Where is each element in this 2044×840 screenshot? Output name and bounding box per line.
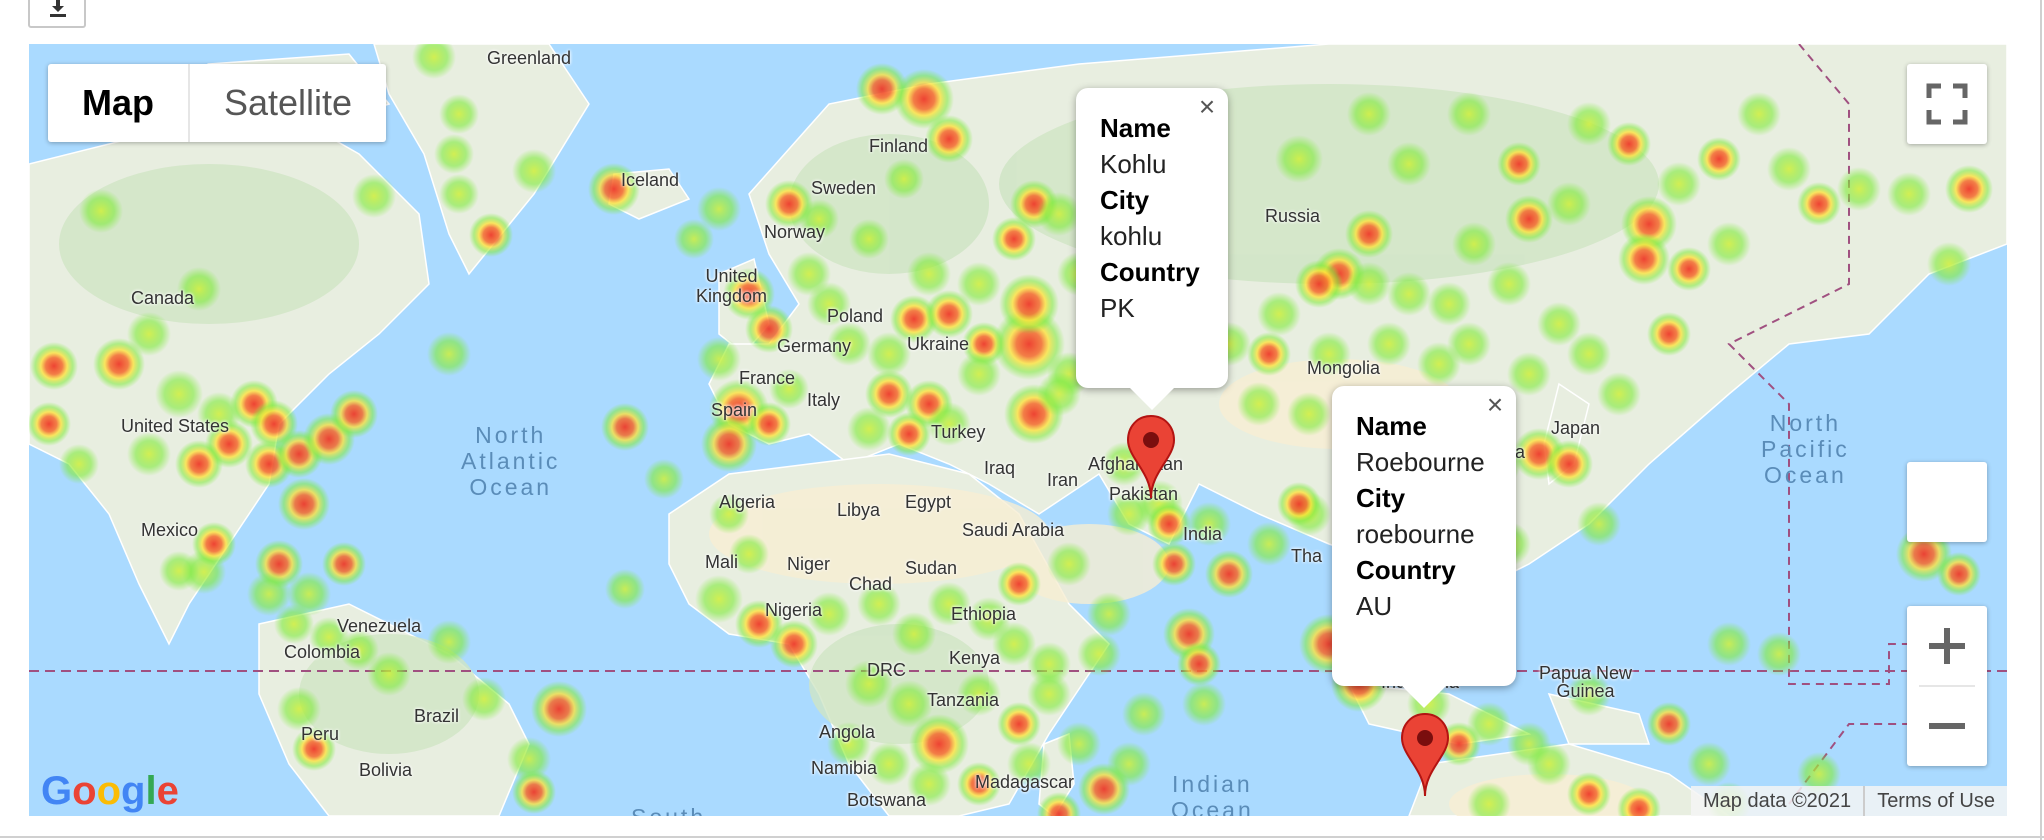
close-icon[interactable]: × [1198,91,1216,122]
label-italy: Italy [807,390,841,410]
map-type-satellite-button[interactable]: Satellite [224,82,353,123]
label-norway: Norway [764,222,826,242]
label-iran: Iran [1047,470,1079,490]
label-pakistan: Pakistan [1109,484,1179,504]
label-canada: Canada [131,288,195,308]
label-angola: Angola [819,722,876,742]
map-base [29,44,2007,816]
label-russia: Russia [1265,206,1321,226]
zoom-control [1907,606,1987,766]
frame-edge [0,836,2044,838]
label-mongolia: Mongolia [1307,358,1381,378]
info-city-label: City [1356,483,1406,513]
download-icon [50,0,66,17]
heatmap-layer [29,44,1993,816]
label-papua-new-guinea: Papua New Guinea [1539,663,1633,701]
download-button[interactable] [28,0,86,28]
info-name-label: Name [1100,113,1171,143]
label-peru: Peru [301,724,340,744]
label-mexico: Mexico [141,520,199,540]
label-greenland: Greenland [487,48,572,68]
label-thailand: Tha [1291,546,1323,566]
info-country-label: Country [1100,257,1200,287]
label-saudi-arabia: Saudi Arabia [962,520,1065,540]
map-marker-kohlu[interactable] [1126,414,1176,500]
info-window-roebourne: × Name Roebourne City roebourne Country … [1332,386,1516,708]
fullscreen-icon [1926,83,1968,125]
label-north-pacific-ocean: North Pacific Ocean [1761,410,1850,488]
label-spain: Spain [711,400,758,420]
map-type-map-button[interactable]: Map [48,64,190,142]
label-mali: Mali [705,552,739,572]
label-colombia: Colombia [284,642,361,662]
label-ethiopia: Ethiopia [951,604,1017,624]
label-iceland: Iceland [621,170,680,190]
google-logo[interactable]: Google [41,769,179,813]
fullscreen-button[interactable] [1907,64,1987,144]
label-nigeria: Nigeria [765,600,823,620]
label-drc: DRC [867,660,906,680]
map-footer: Map data ©2021 Terms of Use [1691,786,2007,816]
label-brazil: Brazil [414,706,460,726]
label-uk: United Kingdom [696,266,768,306]
info-city-value: kohlu [1100,221,1163,251]
info-name-value: Kohlu [1100,149,1167,179]
label-germany: Germany [777,336,852,356]
label-madagascar: Madagascar [975,772,1075,792]
label-libya: Libya [837,500,881,520]
label-south-ocean: South [631,804,706,816]
label-kenya: Kenya [949,648,1001,668]
info-window-tail [1402,686,1446,708]
label-venezuela: Venezuela [337,616,422,636]
info-window-kohlu: × Name Kohlu City kohlu Country PK [1076,88,1228,410]
date-line [1727,44,1930,805]
minus-icon [1929,723,1965,729]
info-name-label: Name [1356,411,1427,441]
label-chad: Chad [849,574,893,594]
info-country-value: AU [1356,591,1393,621]
zoom-in-button[interactable] [1907,606,1987,686]
map-data-attribution: Map data ©2021 [1703,790,1852,812]
close-icon[interactable]: × [1486,389,1504,420]
label-ukraine: Ukraine [907,334,970,354]
terms-of-use-link[interactable]: Terms of Use [1863,786,2007,816]
street-view-button[interactable] [1907,462,1987,542]
info-name-value: Roebourne [1356,447,1485,477]
info-country-value: PK [1100,293,1135,323]
info-country-label: Country [1356,555,1456,585]
label-tanzania: Tanzania [927,690,1000,710]
label-sweden: Sweden [811,178,877,198]
label-france: France [739,368,796,388]
frame-edge [2040,0,2042,840]
info-city-value: roebourne [1356,519,1475,549]
label-united-states: United States [121,416,230,436]
label-india: India [1183,524,1223,544]
label-indian-ocean: Indian Ocean [1171,771,1254,816]
label-egypt: Egypt [905,492,952,512]
label-sudan: Sudan [905,558,958,578]
label-iraq: Iraq [984,458,1016,478]
zoom-divider [1919,685,1975,687]
label-niger: Niger [787,554,831,574]
info-window-tail [1130,388,1174,410]
label-japan: Japan [1551,418,1601,438]
label-turkey: Turkey [931,422,986,442]
map-canvas[interactable]: Greenland Iceland Finland Sweden Norway … [29,44,2007,816]
map-marker-roebourne[interactable] [1400,712,1450,798]
label-namibia: Namibia [811,758,878,778]
label-botswana: Botswana [847,790,927,810]
info-city-label: City [1100,185,1150,215]
label-north-atlantic-ocean: North Atlantic Ocean [461,422,561,500]
label-bolivia: Bolivia [359,760,413,780]
label-poland: Poland [827,306,884,326]
label-finland: Finland [869,136,929,156]
map-type-control: Map Satellite [48,64,387,142]
zoom-out-button[interactable] [1907,686,1987,766]
label-algeria: Algeria [719,492,776,512]
greenland-land [373,44,590,276]
plus-icon [1929,628,1965,664]
